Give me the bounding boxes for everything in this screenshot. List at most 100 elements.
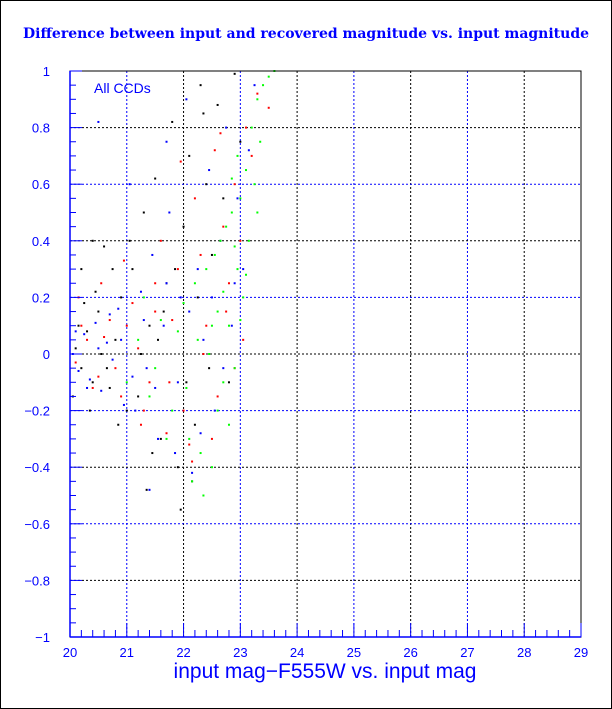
data-point xyxy=(139,423,142,426)
data-point xyxy=(188,154,191,157)
data-point xyxy=(242,296,245,299)
data-point xyxy=(94,290,97,293)
data-point xyxy=(105,341,108,344)
data-point xyxy=(222,225,225,228)
data-point xyxy=(97,375,100,378)
data-point xyxy=(97,347,100,350)
data-point xyxy=(208,169,211,172)
data-point xyxy=(230,177,233,180)
data-point xyxy=(74,361,77,364)
data-point xyxy=(233,183,236,186)
data-point xyxy=(222,197,225,200)
data-point xyxy=(120,395,123,398)
data-point xyxy=(202,494,205,497)
data-point xyxy=(227,282,230,285)
data-point xyxy=(179,160,182,163)
data-point xyxy=(114,338,117,341)
data-point xyxy=(142,319,145,322)
data-point xyxy=(142,211,145,214)
grid-lines xyxy=(70,71,581,637)
data-point xyxy=(188,443,191,446)
data-point xyxy=(233,282,236,285)
data-point xyxy=(202,112,205,115)
data-point xyxy=(174,268,177,271)
data-point xyxy=(171,319,174,322)
data-point xyxy=(210,324,213,327)
data-point xyxy=(120,338,123,341)
data-point xyxy=(154,177,157,180)
data-point xyxy=(176,268,179,271)
data-point xyxy=(103,245,106,248)
x-tick-label: 21 xyxy=(120,645,134,660)
data-point xyxy=(108,319,111,322)
data-points xyxy=(71,70,276,511)
data-point xyxy=(103,336,106,339)
data-point xyxy=(134,409,137,412)
annotation-all-ccds: All CCDs xyxy=(94,80,151,96)
data-point xyxy=(145,488,148,491)
data-point xyxy=(162,324,165,327)
data-point xyxy=(188,437,191,440)
x-axis-label: input mag−F555W vs. input mag xyxy=(174,660,477,683)
data-point xyxy=(179,508,182,511)
data-point xyxy=(247,239,250,242)
data-point xyxy=(125,324,128,327)
data-point xyxy=(91,381,94,384)
data-point xyxy=(227,324,230,327)
data-point xyxy=(185,381,188,384)
x-tick-label: 29 xyxy=(574,645,588,660)
y-tick-label: 0.4 xyxy=(32,234,50,249)
data-point xyxy=(154,282,157,285)
data-point xyxy=(154,386,157,389)
data-point xyxy=(225,225,228,228)
data-point xyxy=(239,319,242,322)
data-point xyxy=(165,140,168,143)
data-point xyxy=(222,381,225,384)
data-point xyxy=(162,310,165,313)
data-point xyxy=(125,409,128,412)
data-point xyxy=(256,92,259,95)
data-point xyxy=(77,324,80,327)
x-tick-label: 23 xyxy=(233,645,247,660)
data-point xyxy=(210,437,213,440)
data-point xyxy=(236,268,239,271)
data-point xyxy=(205,268,208,271)
data-point xyxy=(256,98,259,101)
data-point xyxy=(122,403,125,406)
data-point xyxy=(88,378,91,381)
data-point xyxy=(222,290,225,293)
data-point xyxy=(213,149,216,152)
data-point xyxy=(196,296,199,299)
data-point xyxy=(157,338,160,341)
data-point xyxy=(222,367,225,370)
data-point xyxy=(154,367,157,370)
data-point xyxy=(131,268,134,271)
data-point xyxy=(74,347,77,350)
data-point xyxy=(250,154,253,157)
data-point xyxy=(182,225,185,228)
data-point xyxy=(80,367,83,370)
data-point xyxy=(168,381,171,384)
data-point xyxy=(213,253,216,256)
data-point xyxy=(145,367,148,370)
data-point xyxy=(202,338,205,341)
data-point xyxy=(125,381,128,384)
data-point xyxy=(105,367,108,370)
data-point xyxy=(120,296,123,299)
data-point xyxy=(193,423,196,426)
data-point xyxy=(97,310,100,313)
data-point xyxy=(148,395,151,398)
data-point xyxy=(233,72,236,75)
data-point xyxy=(159,319,162,322)
data-point xyxy=(88,409,91,412)
data-point xyxy=(236,197,239,200)
x-tick-label: 24 xyxy=(290,645,304,660)
data-point xyxy=(191,460,194,463)
data-point xyxy=(191,471,194,474)
data-point xyxy=(80,324,83,327)
data-point xyxy=(157,437,160,440)
data-point xyxy=(179,296,182,299)
data-point xyxy=(86,330,89,333)
x-tick-label: 25 xyxy=(347,645,361,660)
